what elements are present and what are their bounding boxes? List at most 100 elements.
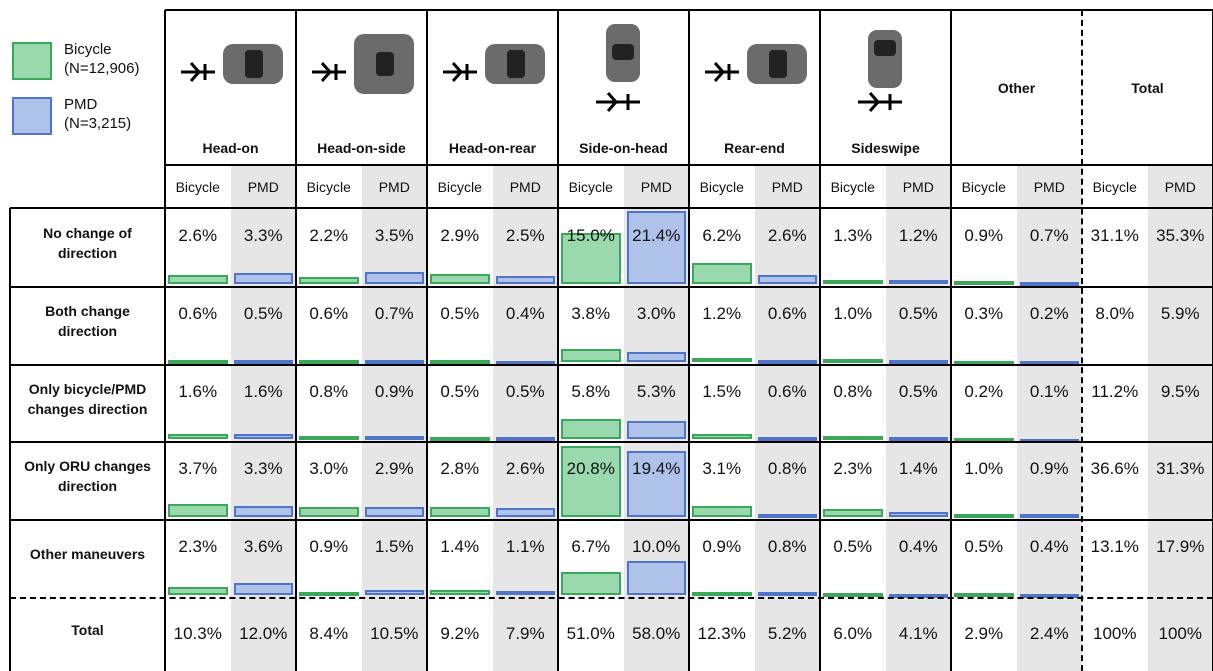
legend-note: (N=12,906) [64,59,139,78]
cell-value: 5.2% [755,598,821,669]
row-label: Total [10,598,165,661]
subcolumn-header: PMD [1017,165,1083,208]
cell-value: 2.3% [820,446,886,493]
bar [758,592,818,596]
bar [758,275,818,284]
cell-value: 0.6% [165,291,231,338]
cell-value: 2.6% [493,446,559,493]
cell-value: 0.5% [820,524,886,571]
crash-icon [306,22,416,122]
column-header: Other [951,10,1082,165]
cell-value: 58.0% [624,598,690,669]
subcolumn-header: Bicycle [427,165,493,208]
cell-value: 9.5% [1148,369,1213,415]
cell-value: 51.0% [558,598,624,669]
cell-value: 100% [1148,598,1213,669]
cell-value: 0.9% [689,524,755,571]
cell-value: 1.6% [165,369,231,415]
cell-value: 0.9% [296,524,362,571]
grid-line [9,208,11,671]
grid-line [950,10,952,671]
cell-value: 0.6% [755,369,821,415]
cell-value: 12.3% [689,598,755,669]
cell-value: 21.4% [624,212,690,259]
bar [168,275,228,284]
column-header: Rear-end [689,132,820,164]
cell-value: 1.2% [886,212,952,259]
cell-value: 10.5% [362,598,428,669]
cell-value: 0.5% [951,524,1017,571]
cell-value: 0.4% [886,524,952,571]
bar [692,263,752,284]
bar [299,277,359,284]
grid-line [10,519,1213,521]
bar [168,504,228,517]
column-header: Sideswipe [820,132,951,164]
bar [496,276,556,285]
column-header: Head-on-rear [427,132,558,164]
bar [299,436,359,440]
bar [954,281,1014,285]
cell-value: 19.4% [624,446,690,493]
cell-value: 3.0% [624,291,690,338]
cell-value: 10.0% [624,524,690,571]
bar [627,421,687,439]
cell-value: 3.5% [362,212,428,259]
bar [168,587,228,595]
bar [692,592,752,596]
grid-line [426,10,428,671]
cell-value: 2.3% [165,524,231,571]
cell-value: 12.0% [231,598,297,669]
cell-value: 15.0% [558,212,624,259]
bar [823,359,883,363]
bar [365,507,425,517]
bar [299,507,359,517]
legend-swatch [12,42,52,80]
cell-value: 13.1% [1082,524,1148,571]
row-label: Only bicycle/PMD changes direction [10,365,165,432]
grid-line [688,10,690,671]
grid-line [1081,10,1083,671]
bar [627,352,687,362]
bar [430,507,490,517]
crash-icon [175,22,285,122]
cell-value: 8.0% [1082,291,1148,338]
row-label: No change of direction [10,208,165,277]
cell-value: 3.3% [231,446,297,493]
bar [692,434,752,439]
cell-value: 1.0% [951,446,1017,493]
row-label: Other maneuvers [10,520,165,588]
grid-line [10,597,1213,599]
bar [758,514,818,518]
cell-value: 2.5% [493,212,559,259]
bar [496,508,556,517]
bar [234,434,294,439]
subcolumn-header: Bicycle [296,165,362,208]
bar [299,592,359,596]
cell-value: 3.6% [231,524,297,571]
cell-value: 5.3% [624,369,690,415]
cell-value: 0.5% [886,291,952,338]
cell-value: 2.8% [427,446,493,493]
cell-value: 3.0% [296,446,362,493]
crash-icon [830,22,940,122]
cell-value: 0.1% [1017,369,1083,415]
cell-value: 0.6% [296,291,362,338]
subcolumn-header: PMD [624,165,690,208]
bar [365,436,425,440]
crash-icon [568,22,678,122]
cell-value: 1.4% [886,446,952,493]
subcolumn-header: Bicycle [820,165,886,208]
subcolumn-header: PMD [1148,165,1213,208]
subcolumn-header: Bicycle [558,165,624,208]
bar [889,280,949,284]
subcolumn-header: PMD [755,165,821,208]
cell-value: 0.7% [1017,212,1083,259]
bar [692,358,752,362]
cell-value: 5.9% [1148,291,1213,338]
legend-label: Bicycle [64,40,112,59]
legend-note: (N=3,215) [64,114,131,133]
legend-swatch [12,97,52,135]
bar [430,590,490,595]
cell-value: 1.4% [427,524,493,571]
